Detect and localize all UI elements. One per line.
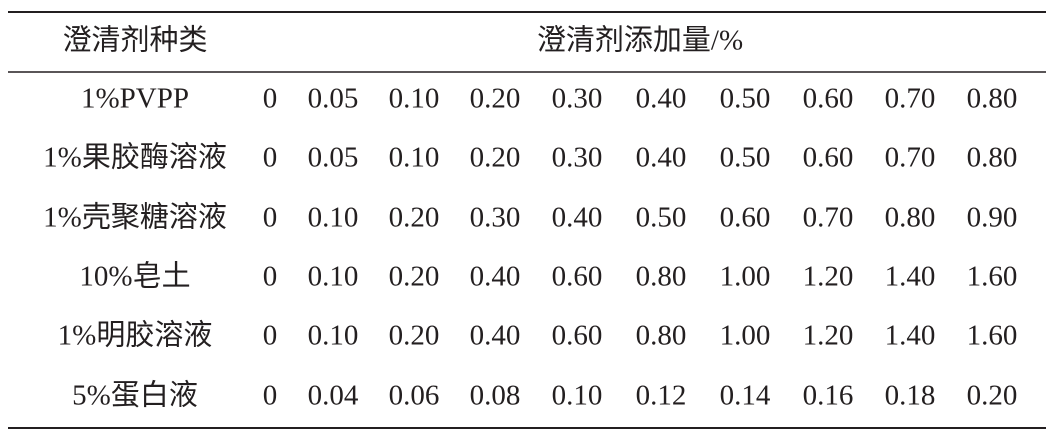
cell: 0.60 [720, 202, 771, 234]
cell: 0.05 [308, 142, 359, 174]
cell: 0.70 [803, 202, 854, 234]
cell: 1.60 [967, 320, 1018, 352]
cell: 1.40 [885, 261, 936, 293]
cell: 0.08 [470, 380, 521, 412]
cell: 0.20 [389, 202, 440, 234]
cell: 0.40 [552, 202, 603, 234]
cell: 0.50 [720, 83, 771, 115]
cell: 0.12 [636, 380, 687, 412]
cell: 0 [263, 142, 278, 174]
row-label: 1%PVPP [81, 83, 189, 115]
cell: 0.90 [967, 202, 1018, 234]
cell: 0.18 [885, 380, 936, 412]
cell: 0.70 [885, 142, 936, 174]
cell: 0.20 [470, 83, 521, 115]
cell: 0.20 [389, 320, 440, 352]
cell: 0.40 [636, 142, 687, 174]
cell: 1.20 [803, 261, 854, 293]
cell: 0 [263, 261, 278, 293]
cell: 1.40 [885, 320, 936, 352]
cell: 0.40 [470, 261, 521, 293]
cell: 0.80 [636, 261, 687, 293]
cell: 0.30 [552, 83, 603, 115]
cell: 0.60 [803, 142, 854, 174]
cell: 0.05 [308, 83, 359, 115]
cell: 1.00 [720, 320, 771, 352]
cell: 0.80 [967, 142, 1018, 174]
cell: 0.16 [803, 380, 854, 412]
row-label: 1%果胶酶溶液 [43, 141, 227, 174]
row-label: 1%明胶溶液 [58, 319, 213, 352]
cell: 0.10 [308, 320, 359, 352]
cell: 0 [263, 202, 278, 234]
cell: 0.10 [389, 83, 440, 115]
cell: 0.14 [720, 380, 771, 412]
cell: 0.10 [308, 202, 359, 234]
cell: 0.04 [308, 380, 359, 412]
cell: 0.20 [967, 380, 1018, 412]
cell: 0.80 [885, 202, 936, 234]
cell: 0.20 [389, 261, 440, 293]
cell: 0.10 [552, 380, 603, 412]
cell: 0 [263, 380, 278, 412]
cell: 0.10 [389, 142, 440, 174]
cell: 0.60 [552, 261, 603, 293]
cell: 0.70 [885, 83, 936, 115]
row-label: 5%蛋白液 [72, 379, 198, 412]
cell: 0.60 [552, 320, 603, 352]
row-label: 10%皂土 [79, 260, 190, 293]
cell: 0.20 [470, 142, 521, 174]
header-cell: 澄清剂添加量/% [537, 24, 743, 57]
header-cell: 澄清剂种类 [62, 24, 207, 57]
row-label: 1%壳聚糖溶液 [43, 201, 227, 234]
cell: 0.06 [389, 380, 440, 412]
cell: 0.60 [803, 83, 854, 115]
cell: 0.40 [636, 83, 687, 115]
cell: 1.20 [803, 320, 854, 352]
cell: 0.80 [636, 320, 687, 352]
cell: 0.30 [552, 142, 603, 174]
cell: 1.60 [967, 261, 1018, 293]
cell: 0.10 [308, 261, 359, 293]
cell: 0.50 [636, 202, 687, 234]
cell: 0.40 [470, 320, 521, 352]
cell: 1.00 [720, 261, 771, 293]
cell: 0 [263, 320, 278, 352]
cell: 0.50 [720, 142, 771, 174]
cell: 0.80 [967, 83, 1018, 115]
cell: 0.30 [470, 202, 521, 234]
cell: 0 [263, 83, 278, 115]
